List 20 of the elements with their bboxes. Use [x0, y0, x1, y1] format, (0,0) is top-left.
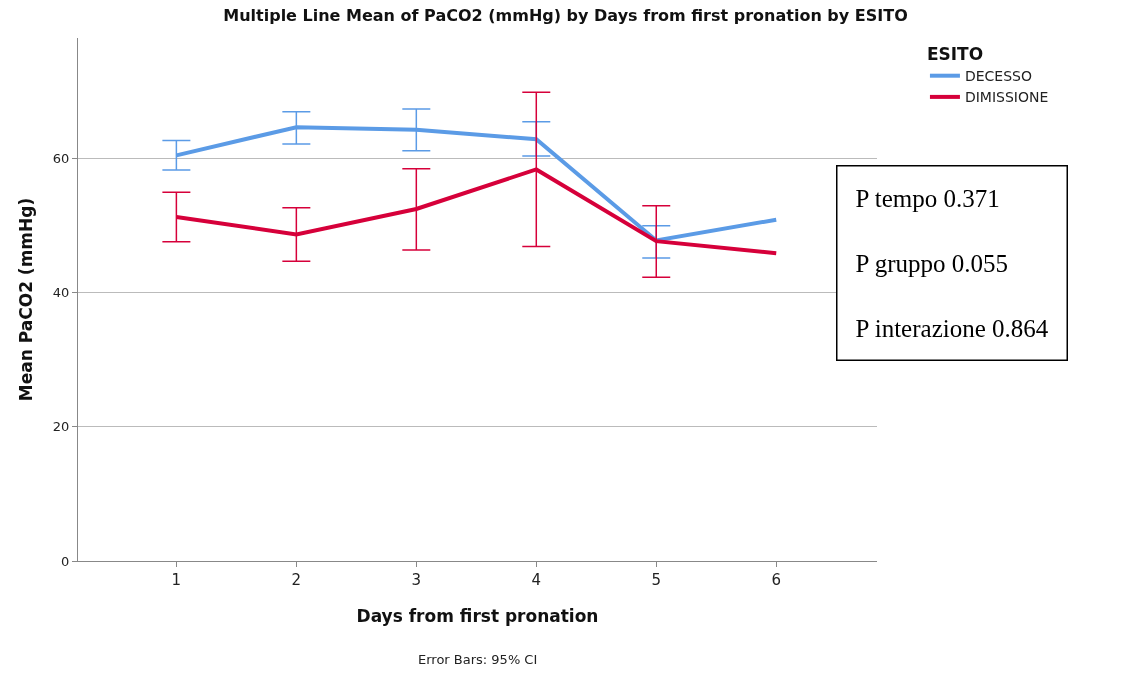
x-tick-label: 6 — [771, 571, 781, 589]
legend-label: DIMISSIONE — [964, 89, 1049, 106]
annotation: P interazione 0.864 — [855, 314, 1049, 342]
chart-title: Multiple Line Mean of PaCO2 (mmHg) by Days from first pronation by ESITO — [223, 6, 908, 26]
text: Error Bars: 95% CI — [418, 652, 538, 667]
legend-title: ESITO — [926, 44, 984, 65]
y-tick-label: 20 — [52, 419, 70, 435]
annotation: P gruppo 0.055 — [855, 249, 1009, 277]
y-tick-label: 40 — [52, 285, 70, 301]
legend-label: DECESSO — [964, 68, 1032, 85]
y-tick-label: 60 — [52, 151, 70, 167]
annotation: P tempo 0.371 — [855, 184, 1000, 212]
x-tick-label: 3 — [411, 571, 422, 589]
x-tick-label: 1 — [171, 571, 182, 589]
x-tick-label: 2 — [291, 571, 302, 589]
y-tick-label: 0 — [61, 553, 70, 569]
x-axis-title: Days from first pronation — [356, 606, 599, 627]
x-tick-label: 4 — [531, 571, 542, 589]
y-axis-title: Mean PaCO2 (mmHg) — [16, 197, 37, 402]
x-tick-label: 5 — [651, 571, 662, 589]
